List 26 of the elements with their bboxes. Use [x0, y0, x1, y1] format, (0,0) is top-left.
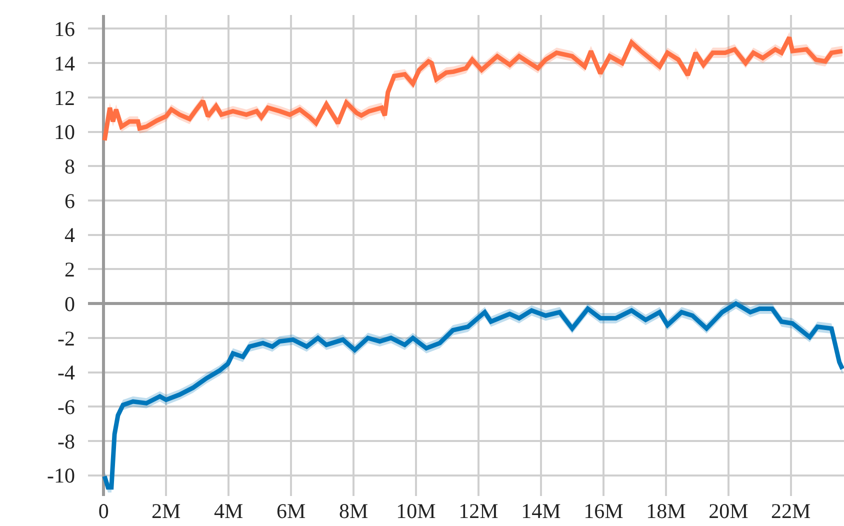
x-tick-label: 8M: [338, 499, 368, 523]
x-tick-label: 10M: [396, 499, 436, 523]
y-tick-label: -10: [47, 464, 75, 488]
y-tick-label: -8: [58, 429, 75, 454]
x-tick-label: 12M: [458, 499, 499, 523]
x-tick-label: 16M: [584, 499, 624, 523]
y-tick-label: 16: [54, 17, 75, 42]
y-tick-label: 0: [64, 292, 75, 316]
y-tick-label: 4: [64, 223, 76, 248]
x-tick-label: 22M: [771, 499, 812, 523]
y-tick-label: -4: [58, 360, 76, 385]
x-tick-label: 20M: [708, 499, 749, 523]
x-tick-label: 18M: [646, 499, 686, 523]
x-tick-label: 0: [98, 499, 109, 523]
x-tick-label: 4M: [214, 499, 244, 523]
y-tick-label: 2: [64, 258, 75, 282]
x-tick-label: 14M: [521, 499, 562, 523]
y-tick-label: 14: [54, 51, 76, 76]
y-tick-label: -6: [58, 395, 75, 420]
x-tick-label: 2M: [152, 499, 182, 523]
x-tick-label: 6M: [276, 499, 306, 523]
y-tick-label: 6: [64, 188, 75, 213]
y-tick-label: 8: [64, 154, 75, 179]
y-tick-label: 12: [54, 86, 75, 110]
y-tick-label: 10: [54, 120, 75, 144]
y-tick-label: -2: [58, 326, 75, 350]
